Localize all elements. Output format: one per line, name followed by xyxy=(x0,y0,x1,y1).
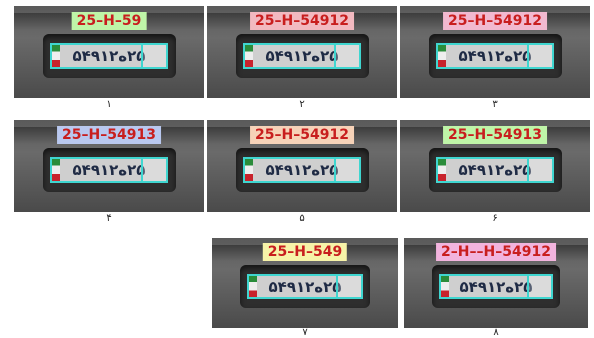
license-plate-panel-2: ۲۵ه۵۴۹۱۲ 25–H–54912 xyxy=(207,6,397,98)
flag-icon xyxy=(52,44,61,67)
plate-region-box xyxy=(333,44,359,67)
plate-text: ۲۵ه۵۴۹۱۲ xyxy=(458,46,532,65)
panel-caption: ۲ xyxy=(299,99,305,110)
flag-icon xyxy=(438,158,447,181)
flag-icon xyxy=(245,158,254,181)
license-plate-panel-6: ۲۵ه۵۴۹۱۲ 25–H–54913 xyxy=(400,120,590,212)
panel-caption: ۸ xyxy=(493,327,499,338)
plate-text: ۲۵ه۵۴۹۱۲ xyxy=(72,160,146,179)
license-plate-panel-8: ۲۵ه۵۴۹۱۲ 2–H––H–54912 xyxy=(404,238,588,328)
flag-icon xyxy=(249,276,258,298)
flag-icon xyxy=(245,44,254,67)
license-plate: ۲۵ه۵۴۹۱۲ xyxy=(436,42,554,69)
plate-region-box xyxy=(140,44,166,67)
license-plate: ۲۵ه۵۴۹۱۲ xyxy=(243,42,361,69)
license-plate-panel-1: ۲۵ه۵۴۹۱۲ 25–H–59 xyxy=(14,6,204,98)
panel-caption: ۱ xyxy=(106,99,112,110)
license-plate-panel-3: ۲۵ه۵۴۹۱۲ 25–H–54912 xyxy=(400,6,590,98)
license-plate: ۲۵ه۵۴۹۱۲ xyxy=(243,156,361,183)
license-plate-panel-7: ۲۵ه۵۴۹۱۲ 25–H–549 xyxy=(212,238,398,328)
recognition-label: 2–H––H–54912 xyxy=(436,243,556,262)
recognition-label: 25–H–54912 xyxy=(250,125,354,144)
recognition-label: 25–H–54913 xyxy=(57,125,161,144)
plate-region-box xyxy=(526,44,552,67)
panel-caption: ۴ xyxy=(106,213,112,224)
plate-region-box xyxy=(333,158,359,181)
license-plate: ۲۵ه۵۴۹۱۲ xyxy=(247,274,363,300)
flag-icon xyxy=(52,158,61,181)
license-plate: ۲۵ه۵۴۹۱۲ xyxy=(436,156,554,183)
plate-text: ۲۵ه۵۴۹۱۲ xyxy=(459,277,533,296)
flag-icon xyxy=(440,276,449,298)
plate-region-box xyxy=(140,158,166,181)
plate-text: ۲۵ه۵۴۹۱۲ xyxy=(265,160,339,179)
license-plate: ۲۵ه۵۴۹۱۲ xyxy=(438,274,554,300)
panel-caption: ۵ xyxy=(299,213,305,224)
flag-icon xyxy=(438,44,447,67)
recognition-label: 25–H–54912 xyxy=(250,11,354,30)
license-plate: ۲۵ه۵۴۹۱۲ xyxy=(50,156,168,183)
plate-region-box xyxy=(336,276,361,298)
recognition-label: 25–H–549 xyxy=(262,243,348,262)
license-plate-panel-4: ۲۵ه۵۴۹۱۲ 25–H–54913 xyxy=(14,120,204,212)
recognition-label: 25–H–59 xyxy=(71,11,147,30)
license-plate: ۲۵ه۵۴۹۱۲ xyxy=(50,42,168,69)
plate-region-box xyxy=(526,276,552,298)
recognition-label: 25–H–54912 xyxy=(443,11,547,30)
panel-caption: ۳ xyxy=(492,99,498,110)
plate-text: ۲۵ه۵۴۹۱۲ xyxy=(265,46,339,65)
panel-caption: ۶ xyxy=(492,213,498,224)
plate-text: ۲۵ه۵۴۹۱۲ xyxy=(458,160,532,179)
recognition-label: 25–H–54913 xyxy=(443,125,547,144)
license-plate-panel-5: ۲۵ه۵۴۹۱۲ 25–H–54912 xyxy=(207,120,397,212)
plate-region-box xyxy=(526,158,552,181)
plate-text: ۲۵ه۵۴۹۱۲ xyxy=(268,277,342,296)
panel-caption: ۷ xyxy=(302,327,308,338)
plate-text: ۲۵ه۵۴۹۱۲ xyxy=(72,46,146,65)
